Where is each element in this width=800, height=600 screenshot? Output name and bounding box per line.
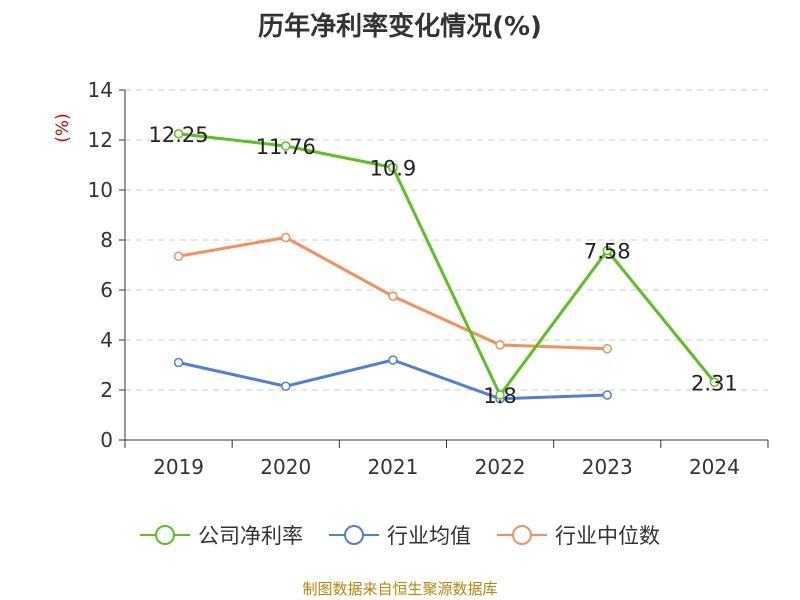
axes: 0 2 4 6 8 10 12 14 2019 2020 2021 2022 2023 2024 [88,78,769,479]
y-tick-label: 12 [88,128,113,152]
data-point[interactable] [173,129,184,139]
x-tick-label: 2019 [153,455,204,479]
y-tick-label: 4 [100,328,113,352]
legend-marker-industry-mean [329,525,379,545]
chart-title: 历年净利率变化情况(%) [258,12,542,42]
legend-marker-industry-median [497,525,547,545]
data-label: 7.58 [584,240,631,264]
data-point[interactable] [602,390,612,400]
x-tick-label: 2021 [367,455,418,479]
series-line [178,358,608,401]
legend-label-industry-mean: 行业均值 [387,524,471,548]
data-label: 12.25 [149,123,209,147]
data-point[interactable] [281,381,291,391]
series-line [178,132,716,397]
data-label: 11.76 [256,135,316,159]
data-point[interactable] [602,245,612,256]
data-point[interactable] [388,162,398,173]
y-tick-label: 6 [100,278,113,302]
data-point[interactable] [388,291,398,301]
data-label: 2.31 [691,371,738,395]
data-point[interactable] [388,355,398,365]
grid-lines [125,89,768,391]
data-point[interactable] [602,344,612,354]
source-note: 制图数据来自恒生聚源数据库 [302,580,498,598]
x-tick-label: 2023 [582,455,633,479]
y-tick-label: 2 [100,378,113,402]
data-point[interactable] [281,141,291,151]
legend-item-industry-mean[interactable]: 行业均值 [329,520,471,550]
series-lines [173,129,720,404]
data-label: 10.9 [370,157,417,181]
legend: 公司净利率 行业均值 行业中位数 [0,520,800,550]
legend-label-industry-median: 行业中位数 [555,524,660,548]
x-tick-label: 2022 [475,455,526,479]
y-tick-label: 8 [100,228,113,252]
data-point[interactable] [495,390,505,400]
data-point[interactable] [173,251,184,261]
data-labels: 12.25 11.76 10.9 1.8 7.58 2.31 [149,123,738,408]
legend-label-company: 公司净利率 [198,524,303,548]
legend-marker-company [140,525,190,545]
legend-item-industry-median[interactable]: 行业中位数 [497,520,660,550]
x-tick-label: 2020 [260,455,311,479]
data-point[interactable] [173,357,184,368]
y-tick-label: 0 [100,428,113,452]
y-tick-label: 10 [88,178,113,202]
y-tick-label: 14 [88,78,113,102]
data-point[interactable] [495,340,505,350]
x-tick-label: 2024 [689,455,740,479]
data-point[interactable] [709,377,720,387]
data-label: 1.8 [483,384,516,408]
legend-item-company[interactable]: 公司净利率 [140,520,303,550]
data-point[interactable] [281,232,291,243]
y-axis-label: (%) [53,113,73,142]
